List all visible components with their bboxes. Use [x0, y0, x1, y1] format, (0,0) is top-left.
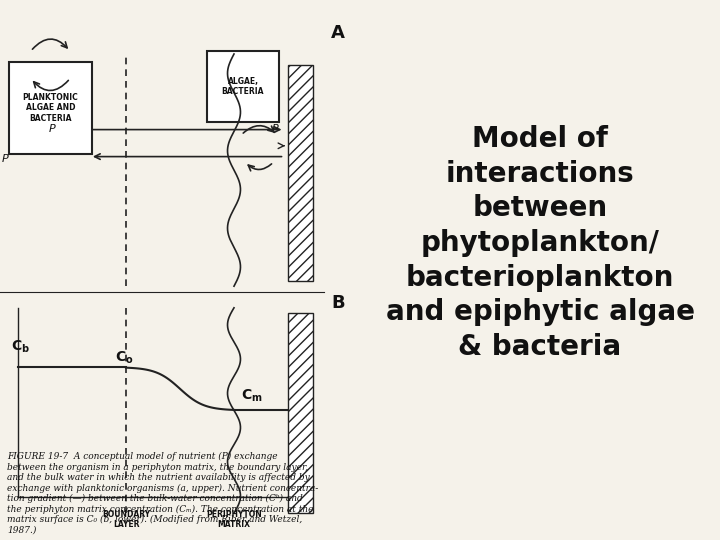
Bar: [288, 313, 313, 513]
Text: FIGURE 19-7  A conceptual model of nutrient (P) exchange
between the organism in: FIGURE 19-7 A conceptual model of nutrie…: [7, 452, 318, 535]
Text: BOUNDARY
LAYER: BOUNDARY LAYER: [102, 510, 150, 529]
Text: B: B: [331, 294, 345, 312]
Text: A: A: [331, 24, 345, 42]
Text: P: P: [49, 124, 55, 134]
Text: PLANKTONIC
ALGAE AND
BACTERIA: PLANKTONIC ALGAE AND BACTERIA: [22, 93, 78, 123]
Text: PERIPHYTON
MATRIX: PERIPHYTON MATRIX: [206, 510, 262, 529]
Text: Model of
interactions
between
phytoplankton/
bacterioplankton
and epiphytic alga: Model of interactions between phytoplank…: [385, 125, 695, 361]
Text: $\mathbf{C_o}$: $\mathbf{C_o}$: [115, 350, 134, 366]
FancyBboxPatch shape: [9, 62, 92, 154]
Text: P: P: [272, 124, 279, 134]
Text: $\mathbf{C_m}$: $\mathbf{C_m}$: [241, 388, 263, 404]
Bar: [288, 65, 313, 281]
Text: $\mathbf{C_b}$: $\mathbf{C_b}$: [11, 339, 30, 355]
Text: ALGAE,
BACTERIA: ALGAE, BACTERIA: [222, 77, 264, 96]
Text: P: P: [1, 154, 9, 164]
FancyBboxPatch shape: [207, 51, 279, 122]
